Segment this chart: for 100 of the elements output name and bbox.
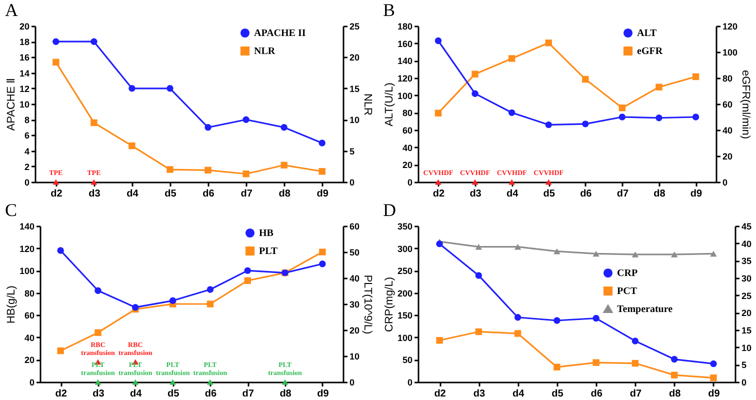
y2-tick-label: 30	[350, 300, 360, 310]
y-tick-label: 100	[397, 332, 412, 343]
chart-title: A	[4, 0, 18, 20]
point	[242, 116, 250, 123]
y-tick-label: 40	[402, 142, 412, 153]
y-tick-label: 250	[397, 266, 412, 276]
point	[472, 90, 478, 97]
point	[545, 40, 552, 46]
y-tick-label: 80	[24, 288, 34, 298]
point	[475, 244, 482, 250]
point	[692, 114, 700, 120]
x-tick-label: d7	[242, 388, 254, 400]
legend-label: CRP	[617, 268, 638, 279]
point	[204, 124, 212, 131]
x-tick-label: d2	[434, 388, 446, 400]
point	[434, 37, 442, 44]
point	[94, 329, 102, 336]
point	[632, 360, 639, 367]
x-tick-label: d3	[92, 388, 105, 400]
x-tick-label: d2	[432, 188, 446, 200]
y-axis-title: HB(g/L)	[5, 286, 18, 324]
x-tick-label: d3	[473, 388, 486, 400]
point	[618, 114, 626, 120]
point	[592, 359, 600, 366]
x-tick-label: d4	[512, 388, 525, 400]
point	[508, 179, 515, 185]
x-tick-label: d2	[55, 388, 68, 400]
y-tick-label: 60	[24, 310, 34, 321]
y-tick-label: 16	[19, 52, 30, 63]
point	[90, 179, 98, 185]
x-tick-label: d6	[580, 188, 592, 200]
y-tick-label: 2	[24, 162, 30, 172]
x-tick-label: d7	[240, 188, 253, 200]
x-tick-label: d8	[278, 188, 291, 200]
y2-tick-label: 15	[742, 326, 752, 336]
legend-label: Temperature	[617, 304, 674, 315]
x-tick-label: d5	[164, 188, 177, 200]
y-tick-label: 60	[402, 126, 412, 136]
y-tick-label: 6	[24, 130, 30, 141]
point	[280, 162, 288, 169]
y-tick-label: 50	[402, 355, 412, 366]
point	[582, 76, 589, 83]
y-tick-label: 20	[19, 22, 30, 32]
y-tick-label: 120	[19, 244, 34, 254]
x-tick-label: d9	[690, 188, 703, 200]
y-tick-label: 4	[24, 146, 30, 156]
x-tick-label: d8	[654, 188, 666, 200]
point	[90, 38, 98, 45]
point	[52, 179, 60, 185]
y-tick-label: 150	[397, 310, 412, 321]
point	[710, 360, 717, 368]
y2-tick-label: 10	[350, 115, 360, 126]
y2-tick-label: 30	[742, 274, 752, 284]
y2-tick-label: 0	[350, 178, 355, 188]
point	[508, 109, 516, 116]
point	[166, 85, 174, 92]
y-axis-title: APACHE Ⅱ	[5, 78, 18, 131]
y2-tick-label: 100	[722, 48, 738, 58]
x-tick-label: d4	[126, 188, 139, 200]
y2-tick-label: 15	[350, 84, 360, 94]
point	[435, 179, 442, 185]
y-tick-label: 20	[402, 160, 412, 170]
point	[472, 70, 478, 78]
chart-title: B	[382, 0, 395, 20]
y2-tick-label: 25	[350, 22, 360, 32]
y-tick-label: 140	[397, 56, 412, 66]
y-tick-label: 20	[24, 355, 34, 366]
point	[618, 104, 626, 112]
x-tick-label: d5	[543, 188, 556, 200]
point	[242, 170, 250, 178]
y-tick-label: 160	[397, 38, 412, 49]
y2-axis-title: PLT(10^9/L)	[362, 274, 374, 334]
y2-tick-label: 40	[742, 238, 752, 249]
y2-tick-label: 60	[350, 222, 360, 232]
point	[206, 300, 214, 308]
x-tick-label: d3	[470, 188, 482, 200]
x-tick-label: d5	[167, 388, 180, 400]
x-tick-label: d9	[316, 188, 329, 200]
y2-tick-label: 25	[742, 290, 752, 301]
point	[280, 124, 288, 131]
y-axis-title: ALT(U/L)	[383, 82, 396, 126]
point	[545, 179, 552, 185]
point	[475, 328, 482, 336]
y2-tick-label: 80	[722, 74, 733, 84]
point	[554, 248, 560, 254]
y2-tick-label: 0	[742, 378, 747, 388]
y2-tick-label: 0	[722, 178, 728, 188]
point	[710, 250, 717, 257]
y2-tick-label: 5	[350, 146, 355, 156]
x-tick-label: d6	[202, 188, 215, 200]
legend-label: PLT	[259, 246, 278, 257]
chart-title: D	[382, 200, 396, 220]
x-tick-label: d4	[130, 388, 142, 400]
point	[670, 356, 678, 363]
point	[128, 142, 136, 150]
point	[319, 248, 326, 256]
point	[436, 337, 443, 344]
x-tick-label: d6	[590, 388, 603, 400]
y-tick-label: 0	[29, 378, 34, 388]
legend-label: HB	[259, 228, 274, 239]
